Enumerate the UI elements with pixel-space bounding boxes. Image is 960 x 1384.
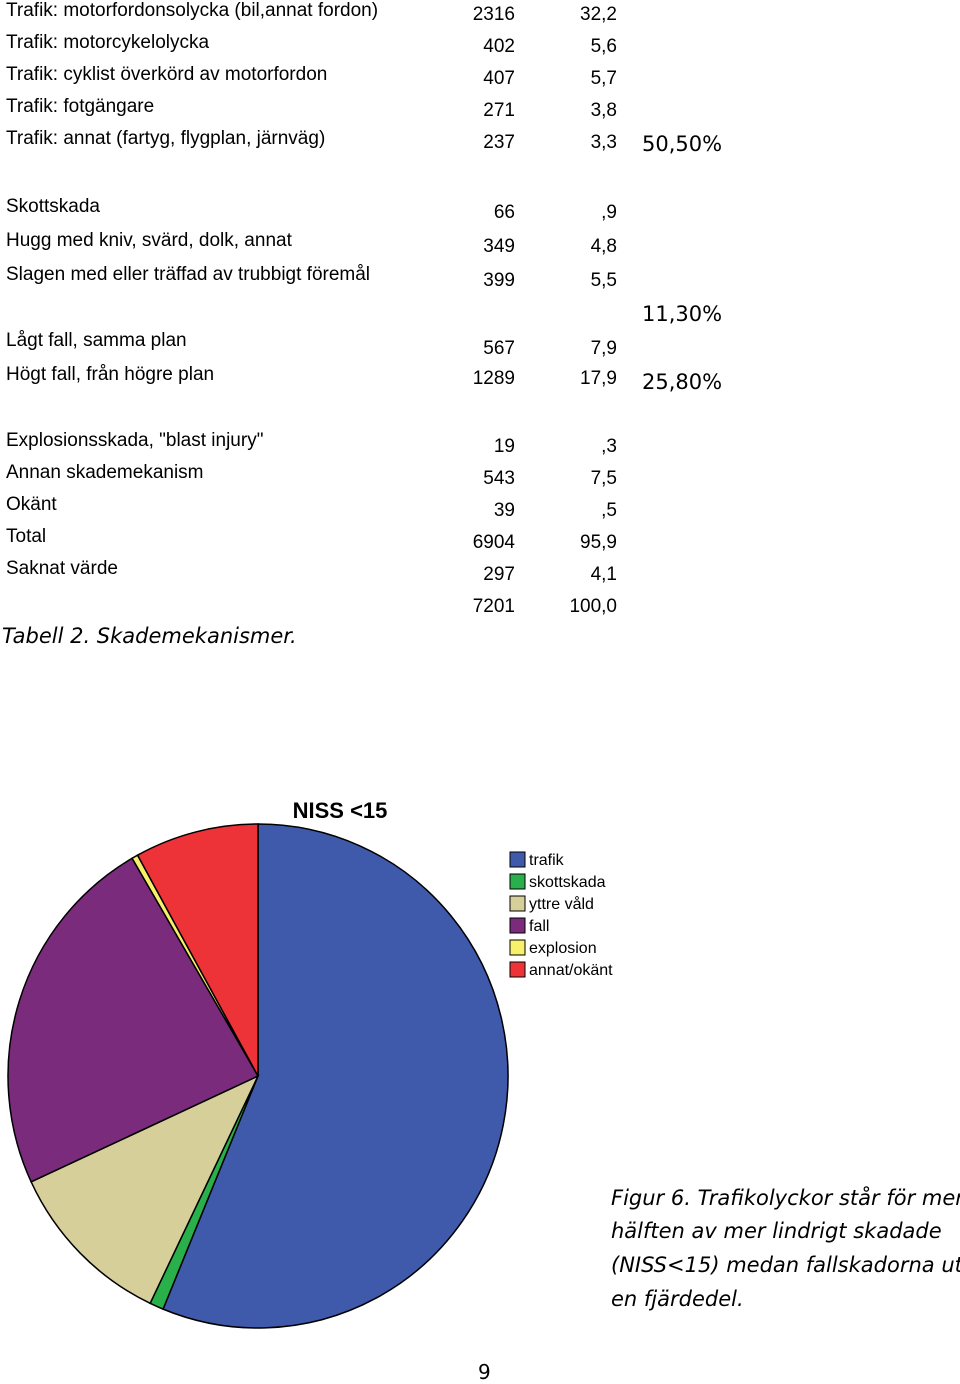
row-count: 6904 xyxy=(472,532,515,553)
table-row: Skottskada 66 ,9 xyxy=(0,196,960,228)
row-count: 543 xyxy=(483,468,515,489)
row-percent: 17,9 xyxy=(580,368,617,389)
pie-slice-trafik xyxy=(162,823,509,1329)
row-percent: 5,7 xyxy=(590,68,617,89)
row-label: Hugg med kniv, svärd, dolk, annat xyxy=(6,230,292,251)
legend-label: trafik xyxy=(529,852,565,869)
chart-legend: trafik skottskada yttre våld fall explosion a… xyxy=(509,851,613,979)
legend-label: annat/okänt xyxy=(529,962,613,979)
table-row: Total 6904 95,9 xyxy=(0,526,960,558)
row-count: 271 xyxy=(483,100,515,121)
row-percent: 7,9 xyxy=(590,338,617,359)
table-row: Trafik: cyklist överkörd av motorfordon 4… xyxy=(0,64,960,96)
legend-swatch xyxy=(509,939,526,956)
row-label: Slagen med eller träffad av trubbigt för… xyxy=(6,264,371,285)
row-count: 567 xyxy=(483,338,515,359)
table-caption: Tabell 2. Skademekanismer. xyxy=(2,624,297,648)
table-row: Trafik: motorcykelolycka 402 5,6 xyxy=(0,32,960,64)
row-label: Trafik: cyklist överkörd av motorfordon xyxy=(6,64,328,85)
table-row: Okänt 39 ,5 xyxy=(0,494,960,526)
legend-swatch xyxy=(509,851,526,868)
legend-swatch xyxy=(509,961,526,978)
table-row: Hugg med kniv, svärd, dolk, annat 349 4,8 xyxy=(0,230,960,262)
row-count: 399 xyxy=(483,270,515,291)
row-count: 2316 xyxy=(472,4,515,25)
row-label: Total xyxy=(6,526,47,547)
row-percent: 3,8 xyxy=(590,100,617,121)
row-count: 39 xyxy=(493,500,515,521)
pie-slice-yttre-v-ld xyxy=(30,1074,260,1305)
row-count: 7201 xyxy=(472,596,515,617)
row-count: 66 xyxy=(493,202,515,223)
legend-swatch xyxy=(509,895,526,912)
pie-slice-annat-ok-nt xyxy=(136,823,259,1077)
row-percent: ,9 xyxy=(601,202,617,223)
row-percent: ,5 xyxy=(601,500,617,521)
table-row: Saknat värde 297 4,1 xyxy=(0,558,960,590)
table-row: Trafik: motorfordonsolycka (bil,annat fo… xyxy=(0,0,960,32)
row-count: 407 xyxy=(483,68,515,89)
row-label: Lågt fall, samma plan xyxy=(6,330,187,351)
row-count: 1289 xyxy=(472,368,515,389)
row-label: Trafik: motorfordonsolycka (bil,annat fo… xyxy=(6,0,379,21)
chart-title: NISS <15 xyxy=(293,798,388,823)
row-label: Trafik: motorcykelolycka xyxy=(6,32,210,53)
legend-swatch xyxy=(509,873,526,890)
legend-label: explosion xyxy=(529,940,597,957)
legend-swatch xyxy=(509,917,526,934)
legend-label: skottskada xyxy=(529,874,606,891)
page-number: 9 xyxy=(478,1360,491,1384)
pie-slice-fall xyxy=(7,857,260,1183)
row-count: 402 xyxy=(483,36,515,57)
figure-caption-line-4: en fjärdedel. xyxy=(611,1287,744,1311)
row-label: Högt fall, från högre plan xyxy=(6,364,215,385)
table-row: Slagen med eller träffad av trubbigt för… xyxy=(0,264,960,296)
row-label: Trafik: annat (fartyg, flygplan, järnväg… xyxy=(6,128,326,149)
row-percent: 4,8 xyxy=(590,236,617,257)
row-percent: 7,5 xyxy=(590,468,617,489)
row-count: 349 xyxy=(483,236,515,257)
row-percent: 32,2 xyxy=(580,4,617,25)
table-row: 7201 100,0 xyxy=(0,594,960,626)
row-label: Skottskada xyxy=(6,196,100,217)
row-label: Okänt xyxy=(6,494,57,515)
violence-group-total: 11,30% xyxy=(642,302,723,326)
row-percent: 95,9 xyxy=(580,532,617,553)
row-label: Saknat värde xyxy=(6,558,118,579)
figure-caption-line-3: (NISS<15) medan fallskadorna utgör xyxy=(611,1253,960,1277)
traffic-group-total: 50,50% xyxy=(642,132,723,156)
row-percent: ,3 xyxy=(601,436,617,457)
row-label: Trafik: fotgängare xyxy=(6,96,155,117)
legend-label: fall xyxy=(529,918,549,935)
figure-caption-line-2: hälften av mer lindrigt skadade xyxy=(611,1219,942,1243)
row-percent: 5,6 xyxy=(590,36,617,57)
row-percent: 100,0 xyxy=(569,596,617,617)
figure-caption-line-1: Figur 6. Trafikolyckor står för mer än xyxy=(611,1186,960,1210)
table-row: Trafik: fotgängare 271 3,8 xyxy=(0,96,960,128)
row-count: 19 xyxy=(493,436,515,457)
table-row: Trafik: annat (fartyg, flygplan, järnväg… xyxy=(0,128,960,160)
row-percent: 5,5 xyxy=(590,270,617,291)
niss-pie-chart: NISS <15 trafik skottskada yttre våld fall e… xyxy=(7,798,613,1329)
table-row: Annan skademekanism 543 7,5 xyxy=(0,462,960,494)
falls-group-total: 25,80% xyxy=(642,370,723,394)
table-row: Explosionsskada, "blast injury" 19 ,3 xyxy=(0,430,960,462)
legend-label: yttre våld xyxy=(529,895,594,913)
row-percent: 4,1 xyxy=(590,564,617,585)
row-percent: 3,3 xyxy=(590,132,617,153)
row-label: Annan skademekanism xyxy=(6,462,204,483)
table-row: Högt fall, från högre plan 1289 17,9 xyxy=(0,364,960,396)
row-label: Explosionsskada, "blast injury" xyxy=(6,430,264,451)
row-count: 297 xyxy=(483,564,515,585)
row-count: 237 xyxy=(483,132,515,153)
table-row: Lågt fall, samma plan 567 7,9 xyxy=(0,330,960,362)
